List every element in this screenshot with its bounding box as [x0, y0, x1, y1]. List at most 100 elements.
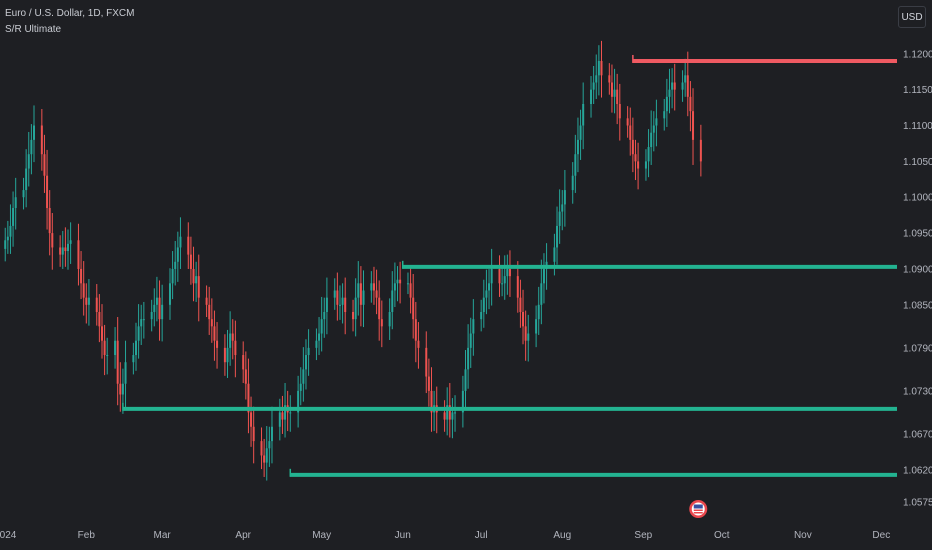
candle — [247, 358, 250, 434]
candle-body — [46, 175, 49, 208]
candle-body — [524, 326, 527, 341]
candle-body — [571, 175, 574, 191]
candle-body — [114, 340, 117, 356]
event-markers — [689, 500, 708, 518]
candle — [616, 73, 619, 125]
candle — [634, 139, 637, 181]
candle-body — [341, 297, 344, 305]
candle — [650, 110, 653, 165]
candle — [270, 406, 273, 464]
candle — [59, 235, 62, 267]
indicator-legend[interactable]: S/R Ultimate — [5, 24, 62, 35]
candle-body — [6, 236, 9, 241]
candle-body — [263, 455, 266, 463]
event-flag-icon[interactable] — [689, 500, 708, 518]
candle-body — [302, 369, 305, 384]
candle-body — [699, 139, 702, 162]
candle — [425, 331, 428, 394]
candle — [176, 231, 179, 282]
candle-body — [519, 297, 522, 312]
candle-body — [527, 333, 530, 341]
candle-body — [213, 326, 216, 341]
candle — [77, 223, 80, 286]
candle — [524, 310, 527, 361]
candle — [205, 285, 208, 318]
price-axis[interactable]: 1.12000 1.11500 1.11000 1.10500 1.10000 1.095… — [897, 0, 932, 550]
candle-body — [242, 355, 245, 370]
candle-body — [119, 383, 122, 395]
candle — [192, 246, 195, 302]
candle — [210, 298, 213, 343]
time-tick-label: 2024 — [0, 530, 17, 541]
candle-body — [315, 340, 318, 348]
candle-body — [488, 283, 491, 291]
candle — [372, 266, 375, 305]
candle-body — [95, 297, 98, 312]
candle — [503, 255, 506, 300]
candle-body — [391, 290, 394, 312]
candle-body — [595, 75, 598, 83]
candle-body — [692, 111, 695, 140]
symbol-legend: Euro / U.S. Dollar, 1D, FXCM — [5, 8, 135, 19]
candle — [396, 266, 399, 302]
price-tick-label: 1.11500 — [903, 85, 932, 96]
candle-body — [98, 312, 101, 327]
candle-body — [482, 297, 485, 312]
candle — [592, 65, 595, 104]
candle — [595, 54, 598, 99]
candle — [490, 248, 493, 306]
candle — [501, 268, 504, 297]
candle-body — [574, 154, 577, 176]
candle — [132, 342, 135, 375]
candle-body — [357, 283, 360, 298]
currency-button[interactable]: USD — [898, 6, 926, 28]
time-axis-background — [0, 520, 932, 550]
candle-body — [30, 139, 33, 155]
candle — [48, 190, 51, 256]
candle-body — [684, 75, 687, 83]
candle — [304, 339, 307, 390]
candle — [689, 81, 692, 132]
candle — [87, 279, 90, 326]
candle-body — [608, 75, 611, 83]
candle-body — [281, 412, 284, 420]
candle-body — [537, 304, 540, 320]
candle-body — [59, 247, 62, 255]
candle-body — [40, 125, 43, 155]
candle — [508, 250, 511, 297]
candle-body — [689, 96, 692, 112]
candle — [242, 341, 245, 384]
price-tick-label: 1.07900 — [903, 343, 932, 354]
candle — [51, 213, 54, 270]
candle — [179, 217, 182, 269]
candle-body — [503, 276, 506, 284]
price-tick-label: 1.07300 — [903, 386, 932, 397]
candle — [213, 310, 216, 361]
time-axis[interactable]: 2024 Feb Mar Apr May Jun Jul Aug Sep Oct Nov Dec — [0, 520, 932, 550]
candle — [535, 305, 538, 348]
candle — [66, 229, 69, 270]
candle-body — [189, 254, 192, 269]
candle — [197, 254, 200, 322]
price-tick-label: 1.09000 — [903, 264, 932, 275]
candle-body — [69, 240, 72, 244]
candle — [150, 299, 153, 332]
candle-body — [244, 369, 247, 384]
candle — [338, 285, 341, 320]
candle — [6, 220, 9, 254]
candle-body — [668, 89, 671, 97]
candle — [281, 395, 284, 434]
candle — [114, 327, 117, 369]
candle — [174, 240, 177, 286]
candle — [320, 296, 323, 352]
candle — [446, 387, 449, 436]
candle-body — [427, 376, 430, 391]
price-tick-label: 1.08500 — [903, 300, 932, 311]
candle — [537, 286, 540, 335]
time-tick-label: Jul — [475, 530, 488, 541]
candle — [370, 271, 373, 303]
candle-body — [396, 279, 399, 284]
candle — [119, 362, 122, 412]
candle-body — [289, 412, 292, 414]
